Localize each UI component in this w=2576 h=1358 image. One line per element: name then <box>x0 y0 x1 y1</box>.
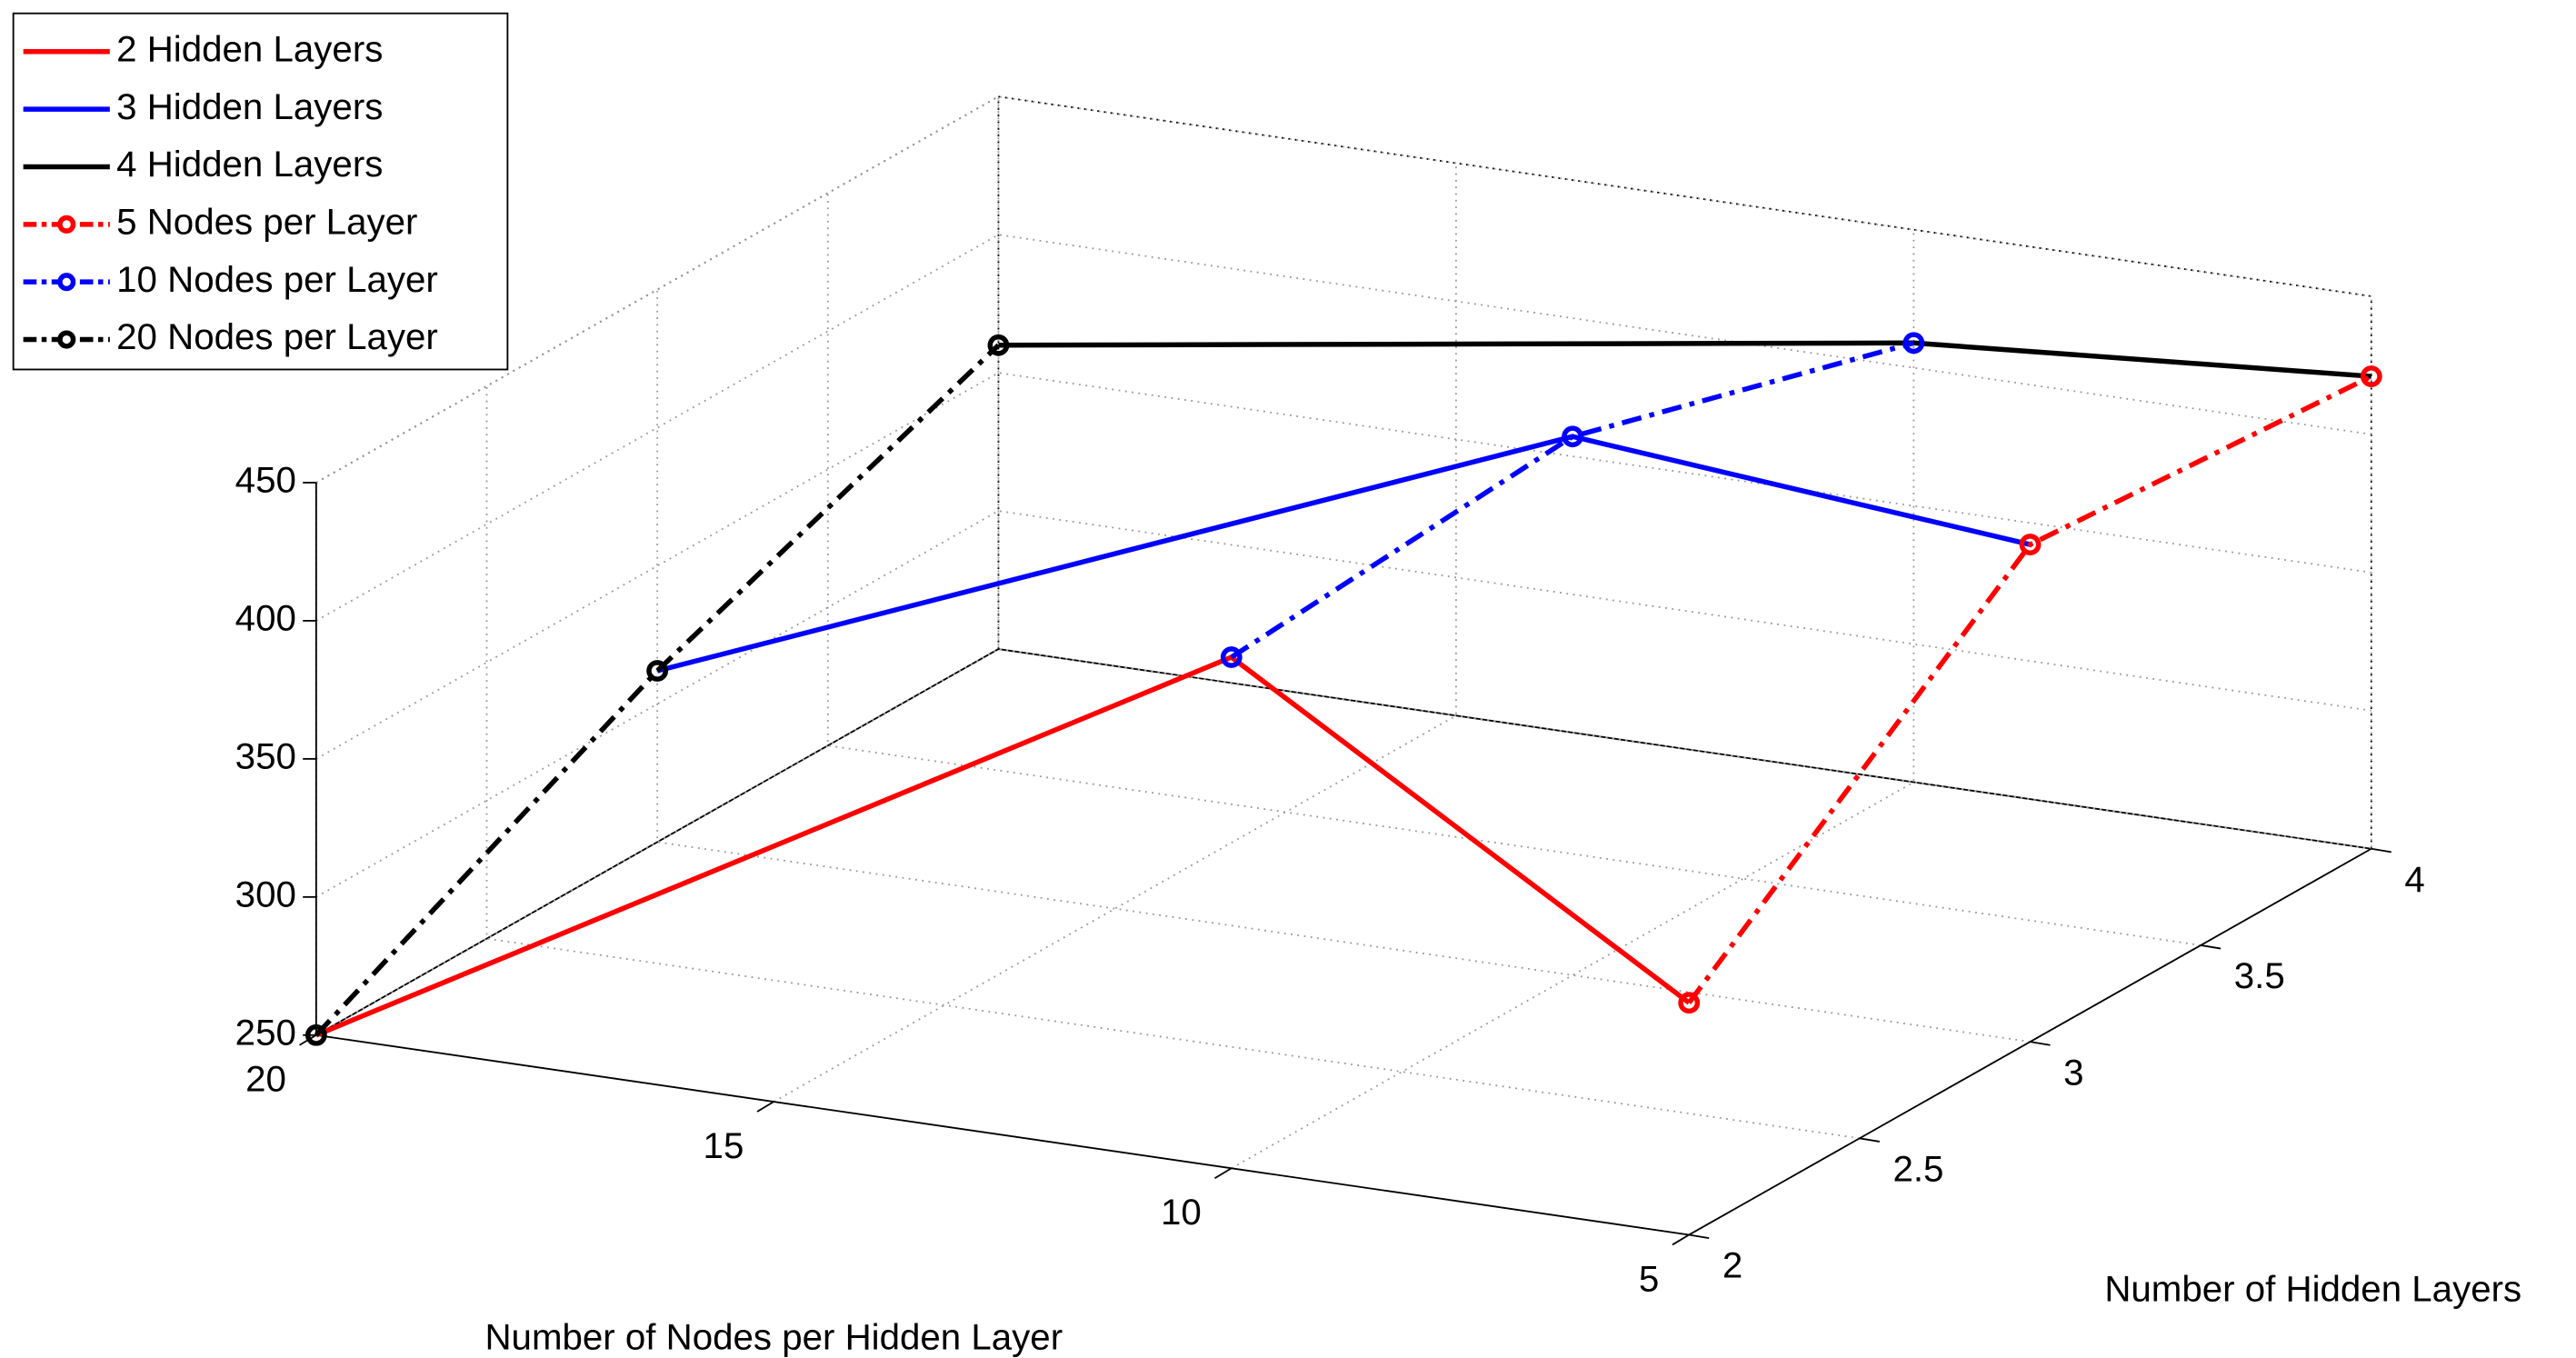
y-tick-label: 4 <box>2404 859 2424 900</box>
legend-label: 4 Hidden Layers <box>116 144 383 185</box>
data-point <box>1562 425 1583 448</box>
grid-line <box>773 163 1457 1103</box>
legend-label: 2 Hidden Layers <box>116 28 383 69</box>
data-point <box>1902 332 1925 354</box>
legend-label: 10 Nodes per Layer <box>116 259 438 300</box>
legend-label: 5 Nodes per Layer <box>116 201 417 242</box>
box-edge <box>998 95 2371 297</box>
grid-line <box>997 96 2371 850</box>
data-point <box>646 660 669 682</box>
legend-box <box>12 12 509 371</box>
data-point <box>1678 992 1701 1014</box>
grid-line <box>315 234 2371 622</box>
y-tick <box>2201 944 2222 950</box>
y-tick <box>1859 1137 1880 1143</box>
x-tick-label: 5 <box>1639 1258 1659 1299</box>
z-tick-label: 450 <box>235 460 296 501</box>
data-point <box>2360 365 2382 387</box>
series-line <box>1687 374 2373 1004</box>
grid-line <box>826 193 2202 946</box>
x-tick-label: 20 <box>245 1059 286 1100</box>
y-tick-label: 3 <box>2063 1052 2083 1093</box>
series-line <box>656 434 2032 674</box>
grid-line <box>315 372 2371 760</box>
y-tick <box>2371 847 2391 854</box>
grid-line <box>485 385 1860 1140</box>
z-tick-label: 250 <box>235 1012 296 1053</box>
data-point <box>2019 534 2042 555</box>
y-tick <box>1689 1233 1710 1240</box>
y-tick-label: 2.5 <box>1892 1149 1943 1190</box>
grid-line <box>315 648 2371 1036</box>
x-tick-label: 10 <box>1161 1192 1202 1233</box>
x-axis <box>315 1033 1690 1236</box>
z-tick-label: 300 <box>235 874 296 914</box>
legend-label: 20 Nodes per Layer <box>116 316 438 357</box>
x-tick <box>1213 1167 1233 1180</box>
x-tick <box>756 1101 774 1113</box>
z-tick-label: 400 <box>235 598 296 639</box>
legend-marker <box>57 330 76 349</box>
grid-line <box>315 96 1000 1036</box>
grid-line <box>656 289 2031 1043</box>
x-tick <box>1672 1233 1690 1246</box>
y-tick-label: 3.5 <box>2234 955 2285 996</box>
data-point <box>987 334 1010 356</box>
z-tick-label: 350 <box>235 736 296 777</box>
grid-line <box>315 482 1690 1236</box>
legend-marker <box>57 215 76 234</box>
y-axis-title: Number of Hidden Layers <box>2104 1268 2521 1309</box>
y-tick <box>2030 1041 2051 1046</box>
data-point <box>1220 646 1243 668</box>
data-point <box>305 1023 327 1046</box>
grid-line <box>1231 229 1915 1170</box>
y-tick-label: 2 <box>1722 1245 1742 1286</box>
y-axis <box>1688 847 2372 1236</box>
grid-line <box>1688 295 2372 1236</box>
legend-marker <box>57 273 76 292</box>
legend-label: 3 Hidden Layers <box>116 86 383 127</box>
series-line <box>315 654 1691 1038</box>
legend: 2 Hidden Layers 3 Hidden Layers 4 Hidden L… <box>12 12 509 371</box>
grid-line <box>315 510 2371 898</box>
grid-line <box>315 95 2371 484</box>
series-line <box>1230 340 1915 660</box>
x-axis-title: Number of Nodes per Hidden Layer <box>484 1316 1063 1357</box>
x-tick-label: 15 <box>704 1125 744 1166</box>
series-line <box>998 340 2372 379</box>
